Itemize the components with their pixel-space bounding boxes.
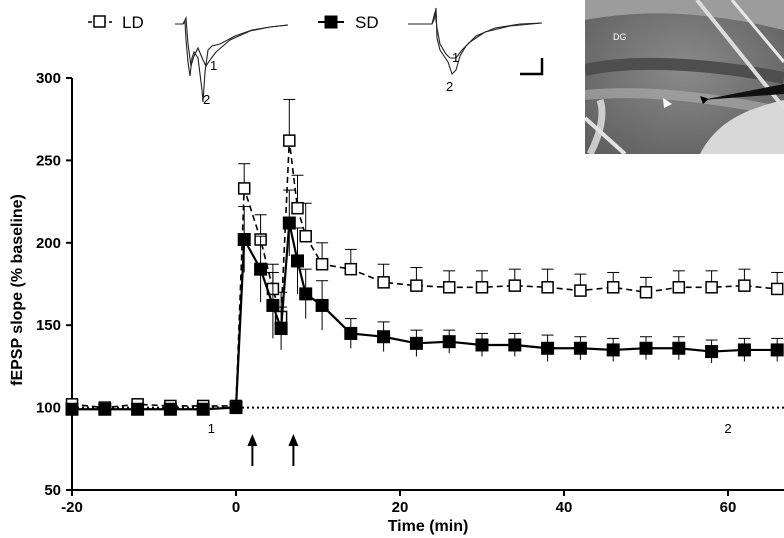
x-tick-label: 60 <box>720 499 737 516</box>
x-tick-label: 20 <box>392 499 409 516</box>
data-point-ld <box>315 257 329 271</box>
black-arrowhead <box>700 96 709 104</box>
data-point-ld <box>639 285 653 299</box>
ld-trace-label-2: 2 <box>203 92 210 107</box>
data-point-sd <box>639 341 653 355</box>
series-line-sd <box>72 222 778 411</box>
sd-trace-label-1: 1 <box>452 50 459 65</box>
series-line-ld <box>71 140 778 409</box>
x-tick-label: 0 <box>232 499 240 516</box>
legend-label-sd: SD <box>355 13 379 32</box>
data-point-ld <box>541 281 554 294</box>
data-point-ld <box>377 276 390 289</box>
data-point-sd <box>315 298 329 312</box>
data-point-ld <box>291 201 304 215</box>
data-point-sd <box>237 233 251 247</box>
x-ticks: -20 0 20 40 60 <box>61 490 736 516</box>
data-point-sd <box>131 402 145 416</box>
data-point-ld <box>344 262 358 276</box>
data-point-ld <box>606 281 620 294</box>
data-point-sd <box>266 298 280 312</box>
scale-bar <box>520 58 544 76</box>
timepoint-label: 2 <box>724 421 731 436</box>
data-point-sd <box>65 402 79 416</box>
data-point-ld <box>299 229 312 243</box>
data-point-sd <box>770 343 784 357</box>
y-tick-label: 100 <box>36 400 61 417</box>
data-point-sd <box>737 343 751 357</box>
data-point-ld <box>410 279 423 292</box>
sd-trace-inset: 1 2 <box>408 7 544 94</box>
data-point-ld <box>475 281 489 294</box>
data-point-sd <box>573 341 587 355</box>
sd-trace-label-2: 2 <box>446 79 453 94</box>
y-axis-title: fEPSP slope (% baseline) <box>9 194 26 386</box>
y-tick-label: 150 <box>36 317 61 334</box>
data-point-ld <box>442 281 456 294</box>
dg-label: DG <box>613 32 627 42</box>
data-point-sd <box>541 341 555 355</box>
data-point-ld <box>672 281 686 294</box>
data-point-sd <box>163 402 177 416</box>
data-point-sd <box>442 335 456 349</box>
data-point-ld <box>738 279 751 292</box>
data-point-sd <box>672 341 686 355</box>
x-tick-label: 40 <box>556 499 573 516</box>
series-sd <box>65 189 784 416</box>
slice-photo-inset: DG <box>585 0 784 154</box>
data-point-ld <box>508 279 522 292</box>
data-point-sd <box>98 402 112 416</box>
data-point-sd <box>299 287 313 301</box>
data-point-sd <box>508 338 522 352</box>
data-point-sd <box>475 338 489 352</box>
data-point-sd <box>229 401 243 415</box>
legend-label-ld: LD <box>122 13 144 32</box>
y-tick-label: 200 <box>36 235 61 252</box>
data-point-ld <box>770 282 784 296</box>
data-point-sd <box>291 254 304 268</box>
y-tick-label: 50 <box>44 482 61 499</box>
legend-entry-sd: SD <box>318 13 379 32</box>
timepoint-label: 1 <box>208 421 215 436</box>
white-arrowhead <box>663 98 672 108</box>
data-point-sd <box>254 262 268 276</box>
x-tick-label: -20 <box>61 499 83 516</box>
y-tick-label: 300 <box>36 70 61 87</box>
data-point-sd <box>196 402 210 416</box>
data-point-sd <box>282 216 296 230</box>
data-point-sd <box>705 345 719 359</box>
stimulus-arrow-head <box>247 434 258 446</box>
data-point-sd <box>377 330 391 344</box>
data-point-sd <box>606 343 620 357</box>
data-point-sd <box>274 321 288 335</box>
stimulus-arrow-head <box>288 434 299 446</box>
data-point-ld <box>574 284 587 297</box>
data-point-sd <box>344 326 358 340</box>
data-point-ld <box>283 134 296 147</box>
y-ticks: 50 100 150 200 250 300 <box>36 70 72 499</box>
y-tick-label: 250 <box>36 152 61 169</box>
x-axis-title: Time (min) <box>388 518 469 535</box>
data-point-sd <box>409 336 423 350</box>
data-point-ld <box>237 182 251 195</box>
legend: LD SD <box>88 13 379 32</box>
stimulus-arrows <box>247 434 299 466</box>
ld-trace-inset: 1 2 <box>175 15 289 107</box>
ld-trace-label-1: 1 <box>210 58 217 73</box>
data-point-ld <box>705 281 718 294</box>
recording-electrode <box>702 84 784 100</box>
legend-entry-ld: LD <box>88 13 144 32</box>
